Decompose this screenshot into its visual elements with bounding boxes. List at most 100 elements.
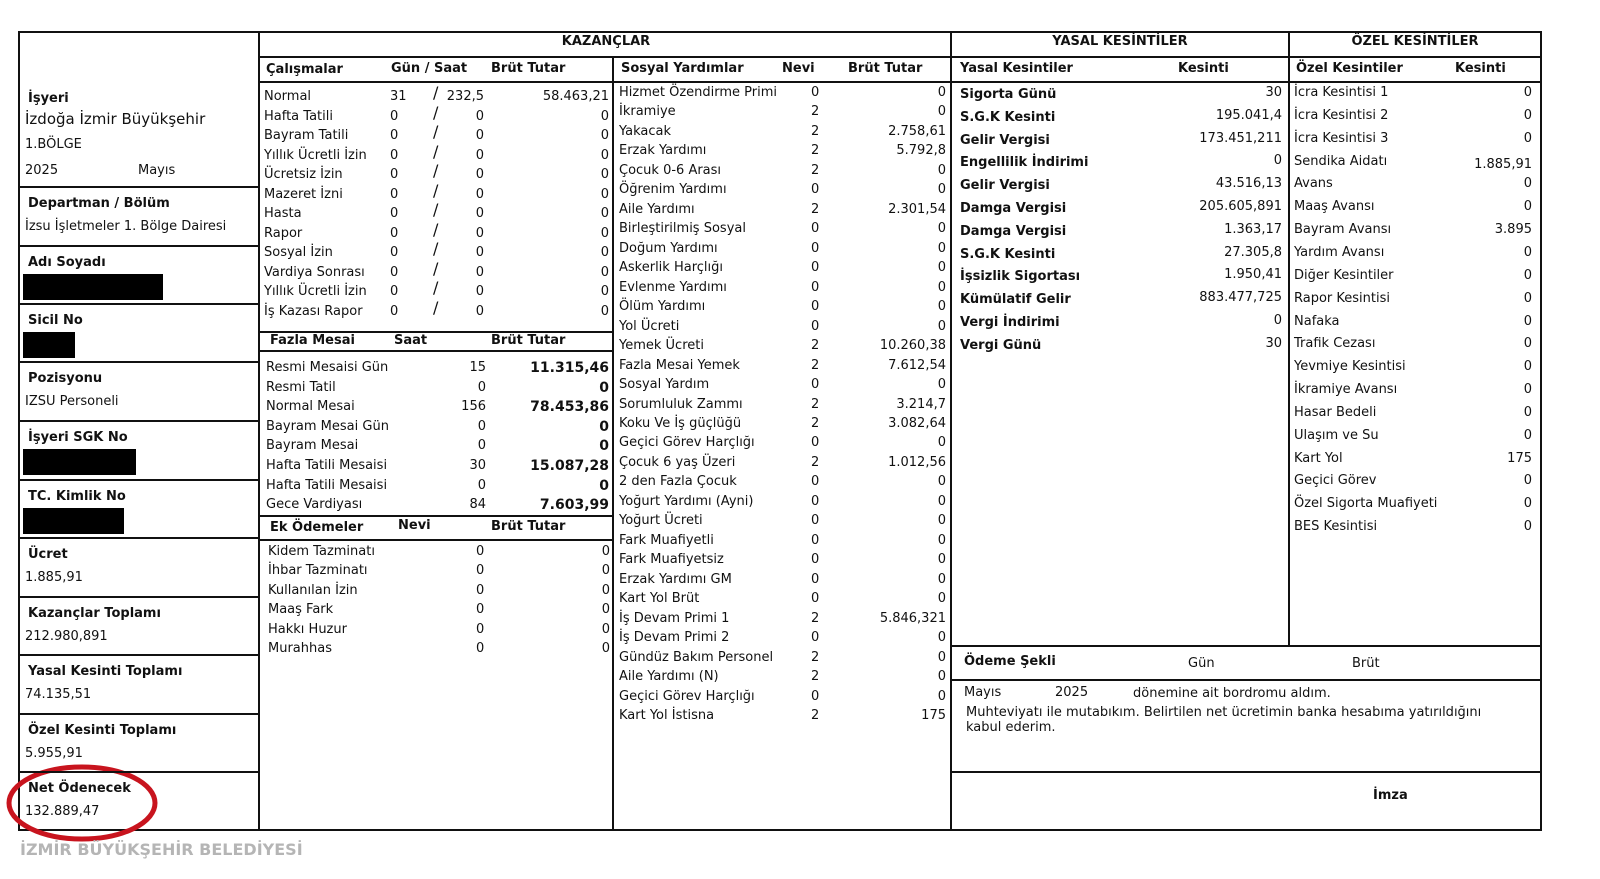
- cell: 0: [390, 186, 399, 202]
- cell: 0: [476, 602, 485, 618]
- row-label: Hafta Tatili: [264, 108, 333, 124]
- cell: 173.451,211: [1199, 130, 1282, 146]
- cell: 0: [599, 477, 609, 494]
- cell: 84: [469, 497, 486, 513]
- row-label: Resmi Tatil: [266, 379, 336, 395]
- cell: 0: [390, 167, 399, 182]
- cell: 0: [937, 162, 946, 178]
- row-label: İcra Kesintisi 2: [1294, 107, 1389, 123]
- field-label: Kazançlar Toplamı: [28, 606, 161, 621]
- cell: 3.082,64: [888, 415, 946, 431]
- payment-column: Brüt: [1352, 656, 1380, 671]
- row-label: Avans: [1294, 176, 1333, 192]
- row-label: Çocuk 6 yaş Üzeri: [619, 454, 736, 470]
- row-label: Hasta: [264, 206, 302, 221]
- row-label: Mazeret İzni: [264, 186, 343, 202]
- cell: 0: [937, 669, 946, 685]
- cell: 10.260,38: [879, 338, 946, 354]
- cell: 0: [600, 284, 609, 299]
- row-label: Kart Yol İstisna: [619, 708, 715, 724]
- cell: 156: [461, 399, 486, 415]
- cell: 2: [811, 669, 820, 685]
- cell: 27.305,8: [1224, 244, 1282, 260]
- section-title: KAZANÇLAR: [561, 34, 651, 49]
- cell: 0: [600, 303, 609, 319]
- separator: /: [433, 83, 439, 102]
- row-label: Öğrenim Yardımı: [619, 182, 727, 198]
- cell: 0: [937, 182, 946, 198]
- cell: 0: [475, 264, 484, 280]
- field-rule: [18, 479, 260, 481]
- cell: 0: [476, 621, 485, 637]
- signature-label: İmza: [1373, 788, 1408, 803]
- row-label: Kümülatif Gelir: [960, 292, 1071, 308]
- row-label: Sosyal Yardım: [619, 377, 710, 393]
- row-label: Bayram Mesai: [266, 438, 359, 454]
- cell: 2: [811, 162, 820, 178]
- cell: 0: [811, 591, 820, 607]
- column-header: Saat: [394, 333, 428, 348]
- column-header: Brüt Tutar: [491, 333, 566, 348]
- row-label: Fazla Mesai Yemek: [619, 357, 740, 373]
- cell: 1.012,56: [888, 454, 946, 470]
- separator: /: [433, 278, 439, 297]
- row-label: Özel Sigorta Muafiyeti: [1294, 496, 1438, 512]
- separator: /: [433, 161, 439, 180]
- cell: 0: [811, 318, 820, 334]
- separator: /: [433, 122, 439, 141]
- cell: 0: [811, 630, 820, 646]
- row-label: Aile Yardımı: [619, 201, 695, 217]
- statement: dönemine ait bordromu aldım.: [1133, 686, 1331, 701]
- row-label: İşsizlik Sigortası: [960, 269, 1081, 285]
- row-label: Kart Yol: [1294, 450, 1343, 466]
- redaction: [23, 508, 124, 534]
- row-label: Sosyal İzin: [264, 245, 333, 260]
- row-label: Diğer Kesintiler: [1294, 267, 1394, 283]
- cell: 0: [475, 206, 484, 221]
- cell: 0: [390, 147, 399, 163]
- row-label: Gelir Vergisi: [960, 178, 1050, 194]
- cell: 0: [477, 477, 486, 493]
- cell: 0: [937, 279, 946, 295]
- cell: 0: [937, 377, 946, 393]
- row-label: Hizmet Özendirme Primi: [619, 85, 778, 100]
- cell: 0: [811, 279, 820, 295]
- row-label: Trafik Cezası: [1294, 336, 1376, 352]
- row-label: Nafaka: [1294, 313, 1340, 329]
- cell: 2: [811, 104, 820, 120]
- cell: 1.885,91: [1474, 156, 1532, 172]
- cell: 0: [1523, 404, 1532, 420]
- cell: 7.612,54: [888, 357, 946, 373]
- field-label: Pozisyonu: [28, 371, 103, 386]
- cell: 0: [1523, 176, 1532, 192]
- cell: 0: [475, 128, 484, 143]
- divider: [612, 57, 614, 830]
- cell: 0: [811, 435, 820, 451]
- cell: 0: [937, 591, 946, 607]
- cell: 0: [937, 552, 946, 568]
- separator: /: [433, 141, 439, 161]
- cell: 0: [1523, 519, 1532, 535]
- row-label: Ulaşım ve Su: [1294, 427, 1379, 443]
- row-label: Yakacak: [619, 123, 672, 139]
- field-value: 1.BÖLGE: [25, 137, 82, 152]
- column-header: Ek Ödemeler: [270, 520, 364, 535]
- cell: 1.950,41: [1224, 267, 1282, 283]
- field-rule: [18, 186, 260, 188]
- column-header: Nevi: [782, 61, 815, 76]
- redaction: [23, 274, 163, 300]
- cell: 0: [937, 221, 946, 237]
- cell: 2: [811, 415, 820, 431]
- cell: 0: [811, 474, 820, 490]
- row-label: Maaş Fark: [268, 602, 334, 618]
- cell: 0: [475, 245, 484, 260]
- cell: 0: [1523, 313, 1532, 329]
- field-value: 5.955,91: [25, 746, 83, 761]
- section-rule: [260, 350, 612, 352]
- frame-bottom: [18, 829, 1542, 831]
- field-rule: [18, 420, 260, 422]
- cell: 0: [600, 167, 609, 182]
- cell: 0: [937, 532, 946, 548]
- cell: 2: [811, 454, 820, 470]
- cell: 1.363,17: [1224, 221, 1282, 237]
